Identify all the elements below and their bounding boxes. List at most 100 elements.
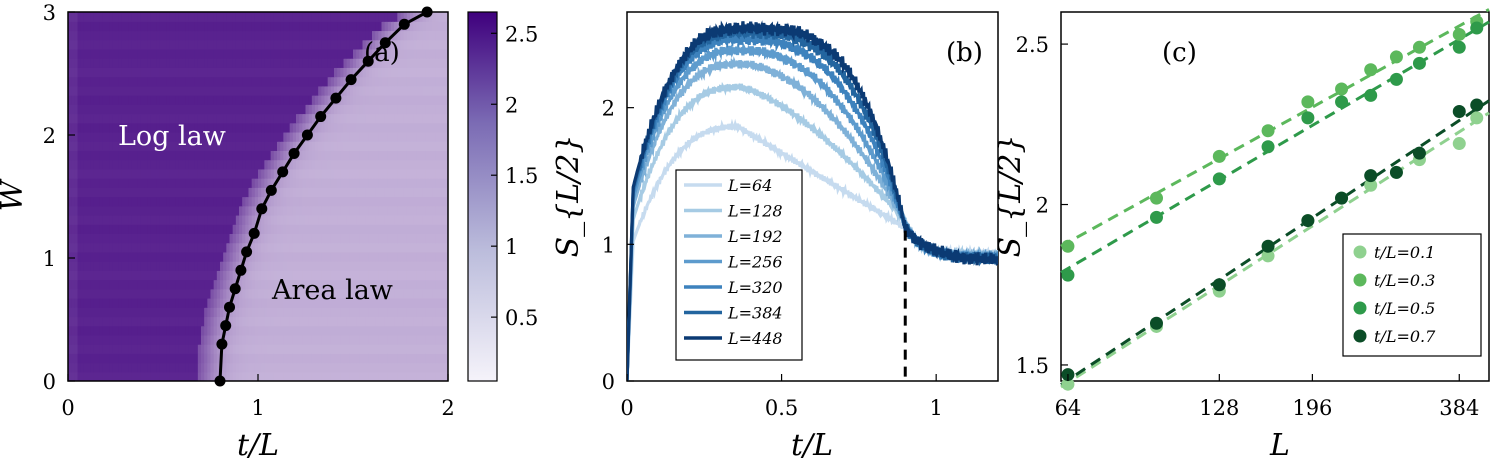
heatmap-cell (68, 344, 72, 354)
heatmap-cell (74, 113, 79, 124)
heatmap-cell (324, 307, 329, 318)
heatmap-cell (112, 85, 117, 96)
heatmap-cell (435, 362, 440, 373)
heatmap-cell (96, 307, 101, 318)
heatmap-cell (311, 205, 316, 216)
heatmap-cell (391, 76, 395, 87)
heatmap-cell (391, 307, 395, 318)
heatmap-cell (232, 39, 237, 50)
heatmap-cell (349, 58, 354, 68)
heatmap-cell (166, 334, 170, 345)
heatmap-cell (343, 168, 348, 179)
heatmap-cell (368, 316, 373, 327)
heatmap-cell (210, 224, 215, 234)
heatmap-cell (71, 141, 75, 151)
heatmap-cell (223, 131, 227, 142)
heatmap-cell (353, 159, 357, 170)
heatmap-cell (137, 159, 142, 170)
heatmap-cell (280, 30, 284, 41)
heatmap-cell (131, 76, 136, 87)
heatmap-cell (258, 150, 262, 161)
heatmap-cell (156, 316, 161, 327)
heatmap-cell (83, 344, 88, 354)
heatmap-cell (80, 150, 85, 161)
heatmap-cell (188, 270, 193, 281)
y-tick-label: 0 (43, 370, 56, 394)
heatmap-cell (254, 242, 259, 253)
heatmap-cell (115, 371, 120, 381)
heatmap-cell (178, 113, 183, 124)
heatmap-cell (349, 279, 354, 290)
heatmap-cell (232, 196, 237, 207)
x-tick-label: 196 (1292, 396, 1332, 420)
heatmap-cell (308, 150, 313, 161)
heatmap-cell (432, 150, 436, 161)
heatmap-cell (308, 95, 313, 105)
heatmap-cell (210, 353, 215, 364)
heatmap-cell (153, 242, 158, 253)
heatmap-cell (229, 371, 234, 381)
heatmap-cell (185, 131, 189, 142)
heatmap-cell (102, 196, 107, 207)
heatmap-cell (422, 58, 427, 68)
heatmap-cell (258, 141, 262, 151)
heatmap-cell (185, 30, 189, 41)
heatmap-cell (270, 95, 275, 105)
heatmap-cell (422, 316, 427, 327)
heatmap-cell (96, 104, 101, 115)
heatmap-cell (226, 168, 231, 179)
heatmap-cell (83, 205, 88, 216)
heatmap-cell (349, 39, 354, 50)
heatmap-cell (264, 270, 269, 281)
heatmap-cell (292, 334, 297, 345)
heatmap-cell (182, 371, 186, 381)
heatmap-cell (283, 196, 288, 207)
heatmap-cell (213, 288, 218, 299)
heatmap-cell (419, 113, 424, 124)
heatmap-cell (308, 76, 313, 87)
heatmap-cell (277, 113, 281, 124)
heatmap-cell (220, 325, 224, 336)
heatmap-cell (118, 187, 123, 198)
heatmap-cell (308, 288, 313, 299)
heatmap-cell (207, 159, 212, 170)
heatmap-cell (435, 95, 440, 105)
heatmap-cell (178, 251, 183, 262)
heatmap-cell (188, 141, 193, 151)
heatmap-cell (99, 85, 104, 96)
heatmap-cell (258, 67, 262, 78)
heatmap-cell (245, 178, 250, 188)
heatmap-cell (378, 224, 383, 234)
heatmap-cell (147, 21, 151, 32)
heatmap-cell (175, 362, 180, 373)
heatmap-cell (106, 307, 110, 318)
heatmap-cell (121, 131, 126, 142)
heatmap-cell (68, 371, 72, 381)
heatmap-cell (213, 325, 218, 336)
heatmap-cell (144, 150, 148, 161)
heatmap-cell (311, 261, 316, 271)
heatmap-cell (308, 371, 313, 381)
heatmap-cell (87, 344, 91, 354)
heatmap-cell (267, 131, 272, 142)
heatmap-cell (381, 196, 386, 207)
heatmap-cell (210, 288, 215, 299)
heatmap-cell (144, 362, 148, 373)
heatmap-cell (71, 150, 75, 161)
heatmap-cell (216, 187, 221, 198)
heatmap-cell (296, 334, 300, 345)
heatmap-cell (299, 104, 303, 115)
heatmap-cell (216, 251, 221, 262)
heatmap-cell (315, 251, 319, 262)
heatmap-cell (220, 251, 224, 262)
heatmap-cell (270, 141, 275, 151)
heatmap-cell (90, 307, 94, 318)
panel-c-points (1061, 15, 1484, 391)
heatmap-cell (264, 159, 269, 170)
heatmap-cell (96, 12, 101, 22)
heatmap-cell (144, 251, 148, 262)
heatmap-cell (163, 196, 167, 207)
heatmap-cell (232, 307, 237, 318)
heatmap-cell (289, 233, 294, 244)
heatmap-cell (144, 113, 148, 124)
